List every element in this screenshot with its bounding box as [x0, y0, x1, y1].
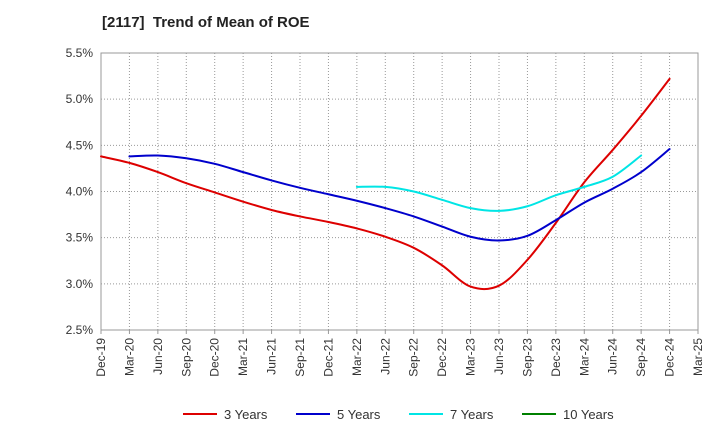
x-tick-label: Jun-21 — [265, 338, 279, 375]
x-tick-label: Dec-24 — [663, 338, 677, 377]
x-tick-label: Mar-20 — [122, 338, 136, 376]
y-tick-label: 3.0% — [66, 277, 94, 291]
x-tick-label: Dec-21 — [321, 338, 335, 377]
chart-title: [2117] Trend of Mean of ROE — [102, 14, 310, 31]
series-line-3-years — [100, 77, 671, 291]
y-tick-label: 4.0% — [66, 185, 94, 199]
y-tick-label: 3.5% — [66, 231, 94, 245]
x-tick-label: Jun-20 — [151, 338, 165, 375]
y-tick-label: 4.5% — [66, 138, 94, 152]
x-tick-label: Sep-20 — [179, 338, 193, 377]
x-tick-label: Jun-23 — [492, 338, 506, 375]
x-tick-label: Dec-23 — [549, 338, 563, 377]
y-tick-label: 5.5% — [66, 46, 94, 60]
series-line-7-years — [355, 154, 643, 212]
x-tick-label: Dec-19 — [94, 338, 108, 377]
x-tick-label: Sep-22 — [407, 338, 421, 377]
x-tick-label: Mar-21 — [236, 338, 250, 376]
x-tick-label: Mar-25 — [691, 338, 705, 376]
legend-label-7-years: 7 Years — [450, 407, 494, 422]
x-tick-label: Dec-20 — [208, 338, 222, 377]
x-tick-label: Sep-23 — [520, 338, 534, 377]
series-line-5-years — [128, 148, 671, 242]
x-tick-label: Sep-21 — [293, 338, 307, 377]
grid-layer — [100, 52, 699, 331]
y-tick-label: 5.0% — [66, 92, 94, 106]
legend-layer: 3 Years 5 Years 7 Years 10 Years — [183, 407, 614, 422]
legend-label-5-years: 5 Years — [337, 407, 381, 422]
axis-layer: 2.5% 3.0% 3.5% 4.0% 4.5% 5.0% 5.5% Dec-19 Mar-20… — [66, 46, 705, 377]
x-tick-label: Jun-22 — [378, 338, 392, 375]
x-tick-label: Mar-23 — [464, 338, 478, 376]
legend-label-3-years: 3 Years — [224, 407, 268, 422]
x-tick-label: Mar-22 — [350, 338, 364, 376]
legend-label-10-years: 10 Years — [563, 407, 614, 422]
x-tick-label: Dec-22 — [435, 338, 449, 377]
series-layer — [100, 77, 671, 291]
x-tick-label: Sep-24 — [634, 338, 648, 377]
y-tick-label: 2.5% — [66, 323, 94, 337]
x-tick-label: Jun-24 — [606, 338, 620, 375]
x-tick-label: Mar-24 — [577, 338, 591, 376]
